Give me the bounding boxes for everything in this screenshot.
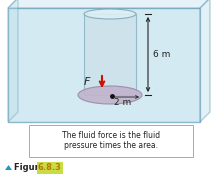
Ellipse shape bbox=[78, 86, 142, 104]
Text: $F$: $F$ bbox=[83, 75, 92, 87]
Text: pressure times the area.: pressure times the area. bbox=[64, 141, 158, 150]
Text: 2 m: 2 m bbox=[114, 98, 131, 107]
Polygon shape bbox=[200, 0, 210, 122]
Text: The fluid force is the fluid: The fluid force is the fluid bbox=[62, 130, 160, 139]
Polygon shape bbox=[8, 8, 200, 122]
Text: Figure: Figure bbox=[14, 163, 48, 173]
Text: 6.8.3: 6.8.3 bbox=[38, 163, 62, 173]
Polygon shape bbox=[84, 14, 136, 95]
Polygon shape bbox=[8, 0, 18, 122]
Polygon shape bbox=[5, 165, 12, 170]
Ellipse shape bbox=[84, 9, 136, 19]
Polygon shape bbox=[8, 0, 210, 8]
Text: 6 m: 6 m bbox=[153, 50, 170, 59]
FancyBboxPatch shape bbox=[29, 125, 193, 157]
